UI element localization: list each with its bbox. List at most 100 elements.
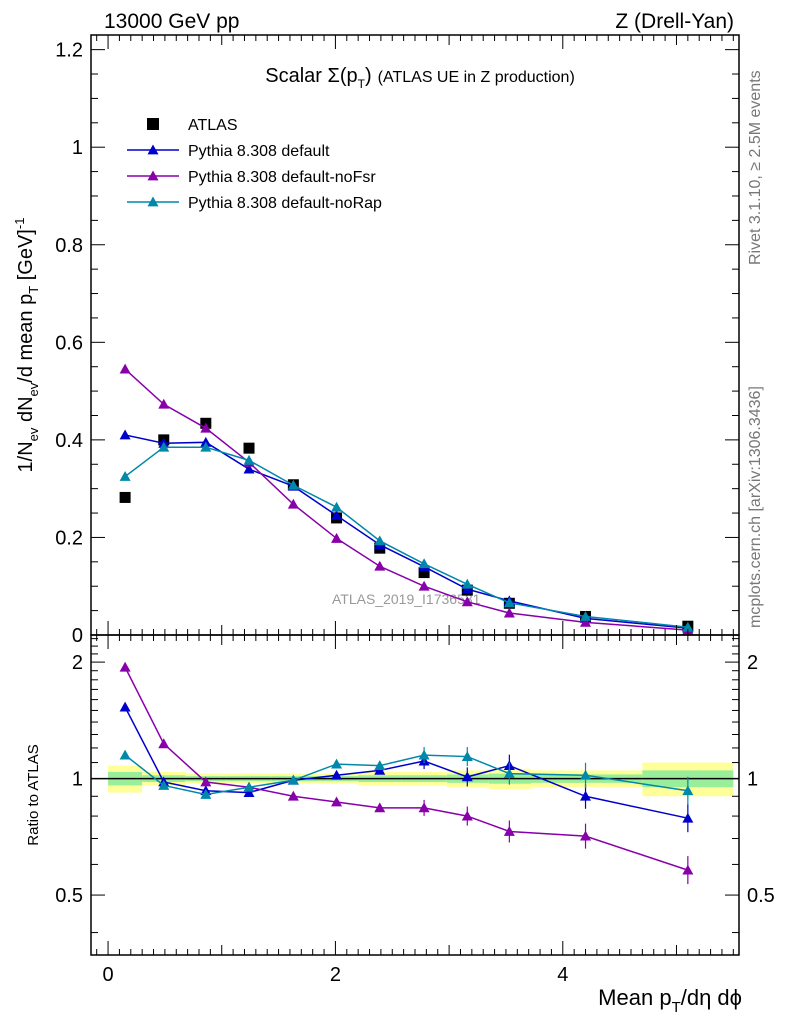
ratio-tick-label-right-0: 0.5: [747, 885, 775, 907]
point-ratio-3-11: [682, 785, 694, 796]
ylabel-part-c: dN: [15, 396, 37, 427]
ylabel-part-h: -1: [12, 218, 27, 230]
point-ratio-3-4: [287, 774, 299, 785]
point-main-3-9: [503, 597, 515, 608]
y-tick-label-6: 1.2: [55, 40, 83, 62]
ratio-tick-label-right-2: 2: [747, 652, 758, 674]
point-main-2-5: [331, 532, 343, 543]
point-main-2-2: [200, 422, 212, 433]
ylabel-part-g: [GeV]: [15, 229, 37, 286]
header-left: 13000 GeV pp: [104, 10, 239, 33]
y-tick-label-5: 1: [72, 137, 83, 159]
point-ratio-2-10: [580, 830, 592, 841]
point-main-2-1: [158, 398, 170, 409]
header-right: Z (Drell-Yan): [615, 10, 734, 33]
legend-entry-1: Pythia 8.308 default: [127, 143, 330, 160]
title-prefix: Scalar: [265, 65, 327, 87]
point-main-3-7: [418, 558, 430, 569]
point-main-3-3: [243, 454, 255, 465]
xlabel-part-b: T: [672, 999, 681, 1016]
point-main-0-0: [119, 491, 131, 503]
point-main-0-3: [243, 442, 255, 454]
point-ratio-3-10: [580, 769, 592, 780]
legend-label-2: Pythia 8.308 default-noFsr: [188, 169, 376, 186]
y-tick-label-2: 0.4: [55, 430, 83, 452]
point-main-3-8: [461, 578, 473, 589]
point-ratio-1-10: [580, 790, 592, 801]
ratio-tick-label-right-1: 1: [747, 769, 758, 791]
point-main-3-5: [331, 501, 343, 512]
point-ratio-1-11: [682, 812, 694, 823]
main-y-axis-label: 1/Nev dNev/d mean pT [GeV]-1: [12, 218, 41, 473]
plot-title: Scalar Σ(pT) (ATLAS UE in Z production): [265, 65, 575, 91]
point-main-2-9: [503, 607, 515, 618]
ylabel-part-b: ev: [26, 427, 41, 441]
point-main-2-4: [287, 498, 299, 509]
ratio-tick-label-left-0: 0.5: [55, 885, 83, 907]
point-ratio-3-8: [461, 751, 473, 761]
axis-ticks: 0 0.2 0.4 0.6 0.8 1 1.2 0.5 0.5 1 1 2 2 0 2 4: [55, 35, 775, 986]
ratio-tick-label-left-2: 2: [72, 652, 83, 674]
point-ratio-2-0: [119, 661, 131, 672]
point-main-2-6: [374, 560, 386, 571]
point-main-1-0: [119, 429, 131, 440]
legend-marker-1: [147, 144, 159, 155]
point-ratio-3-2: [200, 788, 212, 799]
legend-marker-2: [147, 170, 159, 181]
legend-entry-2: Pythia 8.308 default-noFsr: [127, 169, 376, 186]
point-main-3-10: [580, 610, 592, 621]
point-ratio-2-7: [418, 802, 430, 813]
series-line-main-1: [124, 434, 688, 629]
ratio-panel-frame: [90, 634, 740, 956]
x-axis-label: Mean pT/dη dϕ: [598, 985, 742, 1016]
series-3: [119, 441, 694, 805]
point-ratio-2-2: [200, 776, 212, 787]
ratio-y-axis-label: Ratio to ATLAS: [25, 744, 42, 845]
ylabel-part-a: 1/N: [15, 441, 37, 472]
point-main-2-7: [418, 580, 430, 591]
point-main-3-4: [287, 479, 299, 490]
series-2: [119, 363, 694, 885]
side-text-mcplots: mcplots.cern.ch [arXiv:1306.3436]: [747, 386, 764, 628]
xlabel-part-c: /dη dϕ: [681, 985, 742, 1010]
x-tick-label-1: 2: [330, 964, 341, 986]
title-note: (ATLAS UE in Z production): [378, 69, 575, 86]
point-ratio-2-9: [503, 825, 515, 836]
point-main-2-0: [119, 363, 131, 374]
series-layer: [119, 363, 694, 885]
xlabel-part-a: Mean p: [598, 985, 671, 1010]
legend-label-0: ATLAS: [188, 117, 238, 134]
point-ratio-3-5: [331, 758, 343, 769]
point-main-2-10: [580, 616, 592, 627]
point-ratio-2-1: [158, 738, 170, 749]
point-ratio-3-7: [418, 749, 430, 760]
title-sigma: Σ(p: [327, 65, 357, 87]
point-ratio-3-6: [374, 760, 386, 771]
ylabel-part-e: /d mean p: [15, 294, 37, 383]
point-ratio-3-9: [503, 768, 515, 779]
x-tick-label-0: 0: [102, 964, 113, 986]
y-tick-label-3: 0.6: [55, 332, 83, 354]
series-line-ratio-1: [124, 706, 688, 819]
point-main-2-8: [461, 596, 473, 607]
point-main-3-1: [158, 441, 170, 452]
series-line-main-3: [124, 446, 688, 628]
ylabel-part-d: ev: [26, 382, 41, 396]
point-ratio-2-6: [374, 802, 386, 813]
legend-entry-0: ATLAS: [147, 117, 238, 134]
title-sub: T: [358, 77, 366, 91]
point-main-3-2: [200, 441, 212, 452]
series-line-main-2: [124, 368, 688, 631]
series-line-ratio-3: [124, 754, 688, 796]
ratio-tick-label-left-1: 1: [72, 769, 83, 791]
title-suffix: ): [365, 65, 372, 87]
legend-marker-0: [147, 118, 159, 130]
point-ratio-2-11: [682, 864, 694, 875]
point-ratio-1-0: [119, 701, 131, 712]
x-tick-label-2: 4: [557, 964, 568, 986]
point-ratio-3-3: [243, 781, 255, 792]
point-main-3-11: [682, 621, 694, 632]
y-tick-label-0: 0: [72, 625, 83, 647]
legend-label-1: Pythia 8.308 default: [188, 143, 330, 160]
